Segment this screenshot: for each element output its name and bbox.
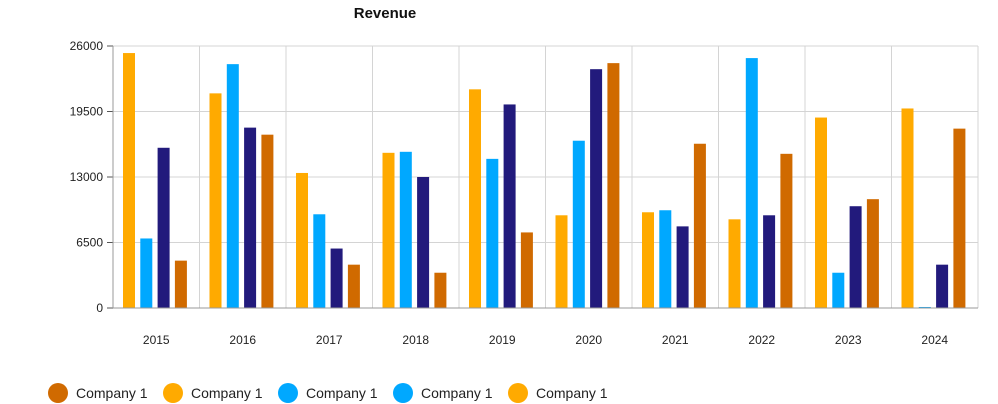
bar — [347, 264, 360, 308]
x-tick-label: 2020 — [575, 333, 602, 347]
bar — [745, 58, 758, 308]
x-tick-label: 2015 — [143, 333, 170, 347]
chart-title: Revenue — [354, 5, 417, 22]
bar — [226, 64, 239, 308]
legend-swatch — [393, 383, 413, 403]
legend-label: Company 1 — [421, 385, 493, 401]
y-tick-label: 26000 — [70, 39, 104, 53]
bar — [503, 104, 516, 308]
legend-swatch — [278, 383, 298, 403]
bar — [659, 210, 672, 308]
bar — [174, 260, 187, 308]
bar — [417, 177, 430, 308]
bar — [296, 172, 308, 308]
bar — [607, 63, 620, 308]
bar — [140, 238, 153, 308]
legend-item[interactable]: Company 1 — [508, 383, 608, 403]
legend-swatch — [163, 383, 183, 403]
x-tick-label: 2016 — [229, 333, 256, 347]
y-tick-label: 6500 — [76, 236, 103, 250]
legend-swatch — [508, 383, 528, 403]
bar — [244, 127, 257, 308]
bar — [936, 264, 949, 308]
bar — [209, 93, 222, 308]
bar — [642, 212, 654, 308]
bar — [918, 306, 931, 308]
bar — [901, 108, 914, 308]
bar — [693, 143, 706, 308]
legend-item[interactable]: Company 1 — [393, 383, 493, 403]
x-tick-label: 2018 — [402, 333, 429, 347]
bar — [469, 89, 481, 308]
axis-layer: 0 6500 13000 19500 26000 2015 2016 2017 2018 2019… — [70, 39, 978, 347]
legend-item[interactable]: Company 1 — [278, 383, 378, 403]
y-tick-label: 19500 — [70, 105, 104, 119]
bar — [330, 248, 343, 308]
legend-label: Company 1 — [191, 385, 263, 401]
x-tick-label: 2023 — [835, 333, 862, 347]
bars-layer — [123, 53, 966, 309]
bar — [866, 199, 879, 308]
x-tick-label: 2022 — [748, 333, 775, 347]
legend-label: Company 1 — [76, 385, 148, 401]
y-tick-label: 0 — [96, 301, 103, 315]
bar — [832, 272, 845, 308]
legend-label: Company 1 — [306, 385, 378, 401]
legend-swatch — [48, 383, 68, 403]
bar — [157, 147, 170, 308]
bar — [520, 232, 533, 308]
bar — [953, 128, 966, 308]
bar — [780, 153, 793, 308]
legend-item[interactable]: Company 1 — [48, 383, 148, 403]
bar — [261, 134, 274, 308]
bar — [815, 117, 827, 309]
bar — [676, 226, 689, 308]
bar — [572, 140, 585, 308]
legend-label: Company 1 — [536, 385, 608, 401]
bar — [555, 215, 568, 308]
y-tick-label: 13000 — [70, 170, 104, 184]
bar — [486, 158, 499, 308]
x-tick-label: 2017 — [316, 333, 343, 347]
x-tick-label: 2021 — [662, 333, 689, 347]
bar — [382, 152, 395, 308]
bar — [313, 214, 326, 308]
bar — [590, 69, 603, 308]
bar — [728, 219, 741, 308]
x-tick-label: 2024 — [921, 333, 948, 347]
x-tick-label: 2019 — [489, 333, 516, 347]
bar — [763, 215, 776, 308]
grid-layer — [112, 45, 979, 309]
bar — [399, 151, 412, 308]
legend: Company 1 Company 1 Company 1 Company 1 Comp… — [48, 383, 608, 403]
bar — [434, 272, 447, 308]
bar — [849, 206, 862, 308]
bar — [123, 53, 135, 308]
legend-item[interactable]: Company 1 — [163, 383, 263, 403]
